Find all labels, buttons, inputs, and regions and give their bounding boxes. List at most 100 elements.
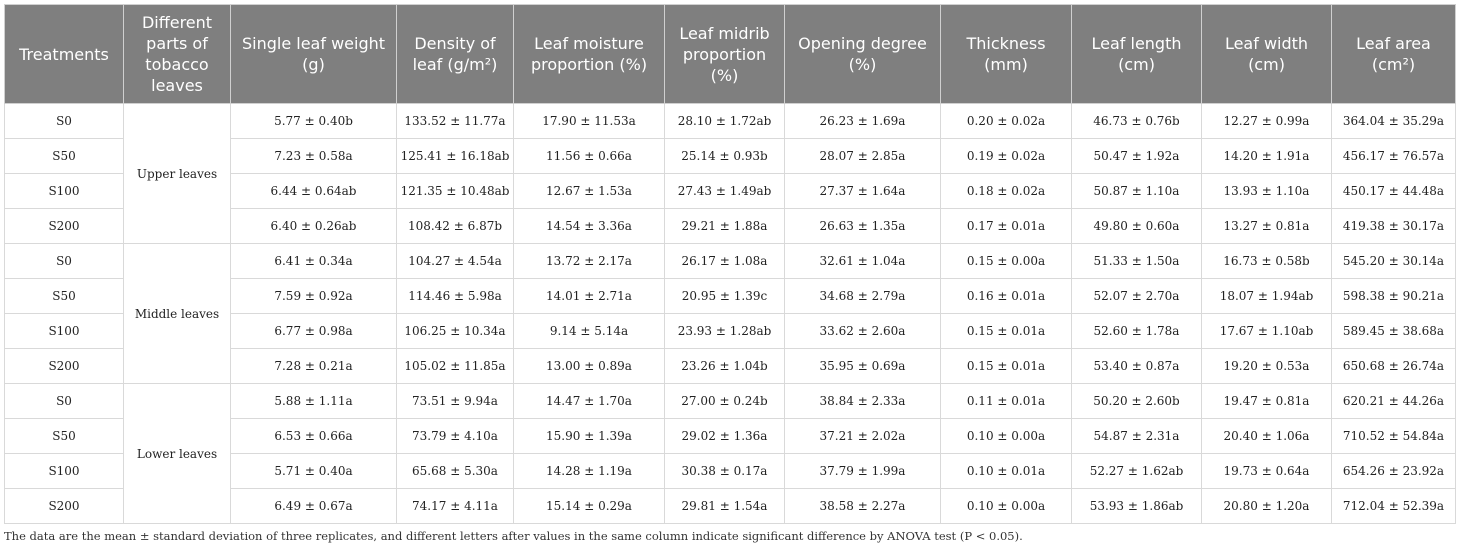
table-row: S200 6.49 ± 0.67a 74.17 ± 4.11a 15.14 ± 0.2…: [4, 488, 1456, 524]
value-cell: 73.51 ± 9.94a: [396, 383, 514, 419]
value-cell: 50.20 ± 2.60b: [1071, 383, 1202, 419]
value-cell: 0.18 ± 0.02a: [940, 173, 1072, 209]
treatment-cell: S0: [4, 243, 124, 279]
value-cell: 0.17 ± 0.01a: [940, 208, 1072, 244]
leaf-part-cell: Middle leaves: [123, 243, 231, 384]
value-cell: 28.10 ± 1.72ab: [664, 103, 785, 139]
value-cell: 0.10 ± 0.00a: [940, 488, 1072, 524]
value-cell: 456.17 ± 76.57a: [1331, 138, 1456, 174]
value-cell: 33.62 ± 2.60a: [784, 313, 941, 349]
value-cell: 53.40 ± 0.87a: [1071, 348, 1202, 384]
value-cell: 29.02 ± 1.36a: [664, 418, 785, 454]
value-cell: 11.56 ± 0.66a: [513, 138, 665, 174]
value-cell: 620.21 ± 44.26a: [1331, 383, 1456, 419]
value-cell: 52.07 ± 2.70a: [1071, 278, 1202, 314]
value-cell: 50.47 ± 1.92a: [1071, 138, 1202, 174]
value-cell: 65.68 ± 5.30a: [396, 453, 514, 489]
value-cell: 17.90 ± 11.53a: [513, 103, 665, 139]
table-body: S0 Upper leaves 5.77 ± 0.40b 133.52 ± 11.77…: [4, 103, 1456, 524]
value-cell: 26.23 ± 1.69a: [784, 103, 941, 139]
value-cell: 364.04 ± 35.29a: [1331, 103, 1456, 139]
table-row: S50 7.59 ± 0.92a 114.46 ± 5.98a 14.01 ± 2.7…: [4, 278, 1456, 314]
column-header-thickness: Thickness (mm): [940, 4, 1072, 104]
value-cell: 16.73 ± 0.58b: [1201, 243, 1332, 279]
table-footnote: The data are the mean ± standard deviati…: [4, 529, 1023, 543]
value-cell: 12.27 ± 0.99a: [1201, 103, 1332, 139]
value-cell: 13.00 ± 0.89a: [513, 348, 665, 384]
column-header-opening-degree: Opening degree (%): [784, 4, 941, 104]
column-header-leaf-length: Leaf length (cm): [1071, 4, 1202, 104]
value-cell: 51.33 ± 1.50a: [1071, 243, 1202, 279]
table-container: Treatments Different parts of tobacco le…: [4, 4, 1456, 524]
value-cell: 54.87 ± 2.31a: [1071, 418, 1202, 454]
value-cell: 589.45 ± 38.68a: [1331, 313, 1456, 349]
treatment-cell: S0: [4, 103, 124, 139]
value-cell: 7.23 ± 0.58a: [230, 138, 397, 174]
table-row: S100 6.77 ± 0.98a 106.25 ± 10.34a 9.14 ± 5.…: [4, 313, 1456, 349]
value-cell: 25.14 ± 0.93b: [664, 138, 785, 174]
table-row: S200 7.28 ± 0.21a 105.02 ± 11.85a 13.00 ± 0…: [4, 348, 1456, 384]
value-cell: 0.16 ± 0.01a: [940, 278, 1072, 314]
value-cell: 654.26 ± 23.92a: [1331, 453, 1456, 489]
value-cell: 0.15 ± 0.00a: [940, 243, 1072, 279]
value-cell: 18.07 ± 1.94ab: [1201, 278, 1332, 314]
table-row: S100 5.71 ± 0.40a 65.68 ± 5.30a 14.28 ± 1.1…: [4, 453, 1456, 489]
value-cell: 14.20 ± 1.91a: [1201, 138, 1332, 174]
value-cell: 9.14 ± 5.14a: [513, 313, 665, 349]
value-cell: 14.28 ± 1.19a: [513, 453, 665, 489]
column-header-leaf-width: Leaf width (cm): [1201, 4, 1332, 104]
table-row: S0 Upper leaves 5.77 ± 0.40b 133.52 ± 11.77…: [4, 103, 1456, 244]
table-row: S50 7.23 ± 0.58a 125.41 ± 16.18ab 11.56 ± 0…: [4, 138, 1456, 174]
table-row: S100 6.44 ± 0.64ab 121.35 ± 10.48ab 12.67 ±…: [4, 173, 1456, 209]
value-cell: 133.52 ± 11.77a: [396, 103, 514, 139]
value-cell: 15.90 ± 1.39a: [513, 418, 665, 454]
value-cell: 19.47 ± 0.81a: [1201, 383, 1332, 419]
value-cell: 29.21 ± 1.88a: [664, 208, 785, 244]
value-cell: 13.93 ± 1.10a: [1201, 173, 1332, 209]
value-cell: 46.73 ± 0.76b: [1071, 103, 1202, 139]
value-cell: 20.80 ± 1.20a: [1201, 488, 1332, 524]
value-cell: 20.40 ± 1.06a: [1201, 418, 1332, 454]
value-cell: 0.19 ± 0.02a: [940, 138, 1072, 174]
column-header-moisture: Leaf moisture proportion (%): [513, 4, 665, 104]
value-cell: 37.79 ± 1.99a: [784, 453, 941, 489]
value-cell: 7.28 ± 0.21a: [230, 348, 397, 384]
value-cell: 710.52 ± 54.84a: [1331, 418, 1456, 454]
value-cell: 0.20 ± 0.02a: [940, 103, 1072, 139]
value-cell: 23.93 ± 1.28ab: [664, 313, 785, 349]
value-cell: 6.77 ± 0.98a: [230, 313, 397, 349]
value-cell: 26.17 ± 1.08a: [664, 243, 785, 279]
leaf-part-cell: Upper leaves: [123, 103, 231, 244]
value-cell: 12.67 ± 1.53a: [513, 173, 665, 209]
value-cell: 49.80 ± 0.60a: [1071, 208, 1202, 244]
treatment-cell: S50: [4, 138, 124, 174]
value-cell: 6.40 ± 0.26ab: [230, 208, 397, 244]
value-cell: 14.01 ± 2.71a: [513, 278, 665, 314]
data-table: Treatments Different parts of tobacco le…: [4, 4, 1456, 524]
treatment-cell: S50: [4, 418, 124, 454]
value-cell: 108.42 ± 6.87b: [396, 208, 514, 244]
table-row: S0 Lower leaves 5.88 ± 1.11a 73.51 ± 9.94a 1…: [4, 383, 1456, 524]
value-cell: 15.14 ± 0.29a: [513, 488, 665, 524]
value-cell: 650.68 ± 26.74a: [1331, 348, 1456, 384]
value-cell: 29.81 ± 1.54a: [664, 488, 785, 524]
value-cell: 0.11 ± 0.01a: [940, 383, 1072, 419]
value-cell: 450.17 ± 44.48a: [1331, 173, 1456, 209]
treatment-cell: S200: [4, 208, 124, 244]
value-cell: 7.59 ± 0.92a: [230, 278, 397, 314]
treatment-cell: S200: [4, 348, 124, 384]
value-cell: 0.10 ± 0.00a: [940, 418, 1072, 454]
value-cell: 20.95 ± 1.39c: [664, 278, 785, 314]
value-cell: 19.73 ± 0.64a: [1201, 453, 1332, 489]
value-cell: 19.20 ± 0.53a: [1201, 348, 1332, 384]
value-cell: 6.53 ± 0.66a: [230, 418, 397, 454]
value-cell: 74.17 ± 4.11a: [396, 488, 514, 524]
value-cell: 28.07 ± 2.85a: [784, 138, 941, 174]
value-cell: 23.26 ± 1.04b: [664, 348, 785, 384]
value-cell: 0.15 ± 0.01a: [940, 348, 1072, 384]
table-row: S50 6.53 ± 0.66a 73.79 ± 4.10a 15.90 ± 1.39…: [4, 418, 1456, 454]
column-header-parts: Different parts of tobacco leaves: [123, 4, 231, 104]
treatment-cell: S100: [4, 453, 124, 489]
value-cell: 34.68 ± 2.79a: [784, 278, 941, 314]
column-header-single-leaf-weight: Single leaf weight (g): [230, 4, 397, 104]
